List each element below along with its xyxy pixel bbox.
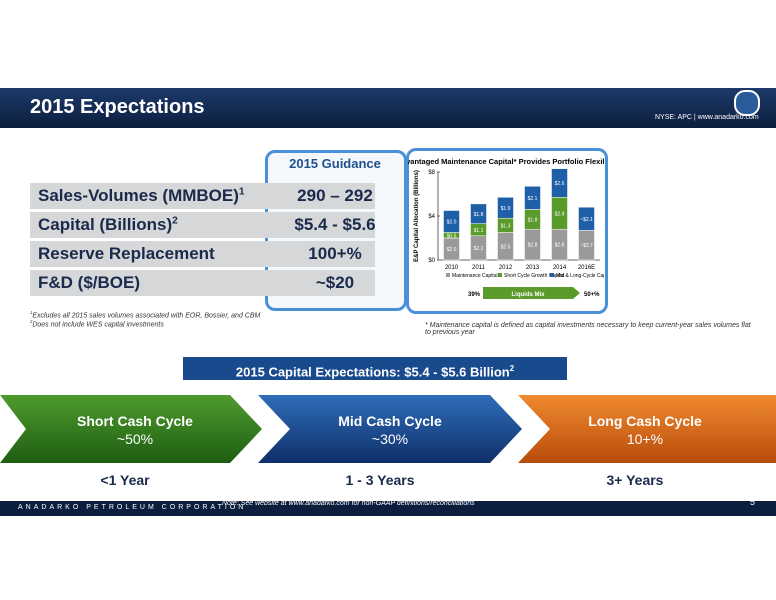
bar-segment <box>551 168 568 198</box>
x-tick-label: 2013 <box>526 265 540 271</box>
value-label: $1.3 <box>501 223 511 229</box>
legend-swatch <box>550 273 554 277</box>
ticker: NYSE: APC | www.anadarko.com <box>655 114 759 121</box>
value-label: $2.0 <box>447 220 457 226</box>
legend-swatch <box>498 273 502 277</box>
cycle-duration: 1 - 3 Years <box>345 472 415 488</box>
x-tick-label: 2010 <box>445 265 459 271</box>
row-text: Capital (Billions) <box>38 215 173 234</box>
mix-end: 50+% <box>584 292 600 298</box>
cycle-duration: <1 Year <box>100 472 150 488</box>
bar-segment <box>470 203 487 224</box>
x-tick-label: 2012 <box>499 265 513 271</box>
row-label: Reserve Replacement <box>38 244 215 264</box>
y-axis-label: E&P Capital Allocation (Billions) <box>414 170 420 262</box>
title: 2015 Expectations <box>30 96 205 118</box>
cycle-share: ~50% <box>116 431 154 447</box>
x-tick-label: 2011 <box>472 265 486 271</box>
value-label: $1.9 <box>501 206 511 212</box>
cycle-arrows <box>0 395 776 463</box>
cycle-title: Long Cash Cycle <box>588 413 702 429</box>
banner-text: 2015 Capital Expectations: $5.4 - $5.6 B… <box>235 364 510 380</box>
x-tick-label: 2016E <box>578 265 595 271</box>
mix-arrow <box>483 287 580 299</box>
value-label: $2.5 <box>501 244 511 250</box>
footnote: Excludes all 2015 sales volumes associat… <box>32 312 261 320</box>
short-arrow <box>0 395 262 463</box>
banner: 2015 Capital Expectations: $5.4 - $5.6 B… <box>183 357 567 380</box>
company: ANADARKO PETROLEUM CORPORATION <box>18 504 247 511</box>
mix-start: 39% <box>468 292 481 298</box>
chart-frame <box>406 148 608 314</box>
bar-segment <box>578 206 595 231</box>
value-label: $2.8 <box>555 243 565 249</box>
value-label: $0.5 <box>447 233 457 239</box>
cycle-title: Short Cash Cycle <box>77 413 193 429</box>
bar-segment <box>524 186 541 210</box>
chart: Advantaged Maintenance Capital* Provides… <box>408 157 604 299</box>
cycle-title: Mid Cash Cycle <box>338 413 442 429</box>
value-label: $1.8 <box>528 217 538 223</box>
column-header: 2015 Guidance <box>289 156 381 171</box>
value-label: $2.9 <box>555 211 565 217</box>
footnote: Does not include WES capital investments <box>32 321 164 329</box>
value-label: $2.2 <box>474 246 484 252</box>
legend-swatch <box>446 273 450 277</box>
header-bar <box>0 88 776 128</box>
chart-title: Advantaged Maintenance Capital* Provides… <box>408 157 604 166</box>
cycle-duration: 3+ Years <box>606 472 664 488</box>
row-label: F&D ($/BOE) <box>38 273 140 293</box>
chart-footnote: * Maintenance capital is defined as capi… <box>425 322 751 336</box>
cycle-share: ~30% <box>371 431 409 447</box>
row-text: Reserve Replacement <box>38 244 215 263</box>
y-tick-label: $0 <box>428 258 435 264</box>
y-tick-label: $4 <box>428 214 435 220</box>
value-label: $1.1 <box>474 228 484 234</box>
cycle-share: 10+% <box>626 431 664 447</box>
value-label: $1.8 <box>474 212 484 218</box>
legend-label: Mid & Long-Cycle Capital <box>556 273 604 279</box>
logo <box>734 90 760 116</box>
legend-label: Maintenance Capital <box>452 273 498 279</box>
footer-note: Note: See website at www.anadarko.com fo… <box>222 500 475 507</box>
table-row: Reserve Replacement 100+% <box>30 241 375 267</box>
bar-segment <box>443 210 460 233</box>
mid-arrow <box>258 395 522 463</box>
mix-label: Liquids Mix <box>512 292 546 298</box>
y-tick-label: $8 <box>428 170 435 176</box>
x-tick-label: 2014 <box>553 265 567 271</box>
bar-segment <box>497 197 514 219</box>
banner-note: 2 <box>509 364 515 373</box>
row-text: F&D ($/BOE) <box>38 273 140 292</box>
footnotes: 1Excludes all 2015 sales volumes associa… <box>30 310 260 329</box>
row-label: Capital (Billions)2 <box>38 215 178 235</box>
table-row: Sales-Volumes (MMBOE)1 290 – 292 <box>30 183 375 209</box>
footer-bar <box>0 501 776 516</box>
value-label: ~$2.1 <box>580 217 593 223</box>
value-label: ~$2.7 <box>580 243 593 249</box>
row-text: Sales-Volumes (MMBOE) <box>38 186 239 205</box>
table-row: Capital (Billions)2 $5.4 - $5.6 <box>30 212 376 238</box>
row-value: 290 – 292 <box>297 186 373 205</box>
row-value: 100+% <box>308 244 362 263</box>
value-label: $2.6 <box>555 181 565 187</box>
page-number: 5 <box>750 497 756 507</box>
footnote-mark: 1 <box>30 310 33 315</box>
row-note: 1 <box>238 186 245 198</box>
row-value: $5.4 - $5.6 <box>294 215 376 234</box>
footnote-mark: 2 <box>30 319 33 325</box>
row-label: Sales-Volumes (MMBOE)1 <box>38 186 245 206</box>
value-label: $2.0 <box>447 247 457 253</box>
row-value: ~$20 <box>315 273 355 292</box>
legend-label: Short Cycle Growth Capital <box>504 273 564 279</box>
value-label: $2.1 <box>528 196 538 202</box>
long-arrow <box>518 395 776 463</box>
value-label: $2.8 <box>528 243 538 249</box>
table-row: F&D ($/BOE) ~$20 <box>30 270 375 296</box>
row-note: 2 <box>172 215 178 227</box>
